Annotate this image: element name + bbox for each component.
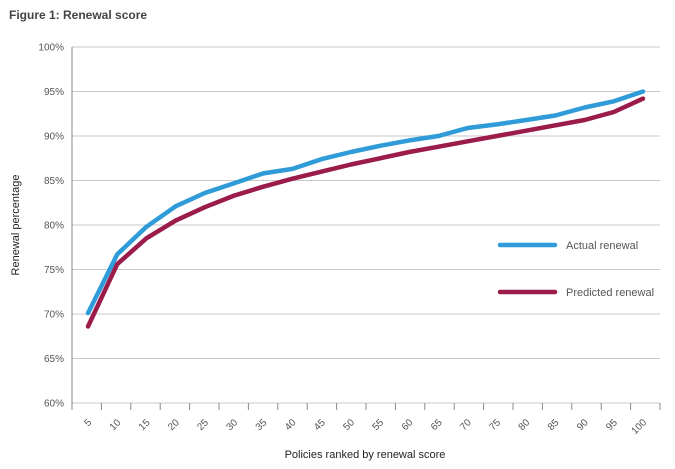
x-tick-label: 45 xyxy=(312,417,328,433)
x-tick-label: 40 xyxy=(283,417,299,433)
series-lines xyxy=(85,89,646,329)
x-tick-label: 55 xyxy=(371,417,387,433)
x-tick-label: 10 xyxy=(108,417,124,433)
x-tick-label: 50 xyxy=(341,417,357,433)
y-tick-label: 85% xyxy=(44,176,64,187)
y-tick-label: 90% xyxy=(44,132,64,143)
x-tick-label: 5 xyxy=(82,417,94,429)
x-tick-label: 75 xyxy=(487,417,503,433)
x-tick-label: 30 xyxy=(225,417,241,433)
x-tick-label: 95 xyxy=(604,417,620,433)
y-tick-label: 60% xyxy=(44,399,64,410)
legend-item-actual-renewal: Actual renewal xyxy=(497,240,638,252)
series-line-actual-renewal xyxy=(85,89,646,316)
x-tick-label: 15 xyxy=(137,417,153,433)
y-tick-label: 80% xyxy=(44,221,64,232)
figure-title: Figure 1: Renewal score xyxy=(9,8,148,22)
x-tick-label: 35 xyxy=(254,417,270,433)
x-tick-label: 20 xyxy=(166,417,182,433)
gridlines xyxy=(72,46,660,404)
y-tick-label: 95% xyxy=(44,87,64,98)
y-tick-label: 75% xyxy=(44,265,64,276)
y-tick-label: 100% xyxy=(38,43,64,54)
y-tick-label: 65% xyxy=(44,354,64,365)
x-tick-label: 90 xyxy=(575,417,591,433)
legend: Actual renewal Predicted renewal xyxy=(497,240,654,299)
x-tick-label: 80 xyxy=(517,417,533,433)
x-tick-label: 65 xyxy=(429,417,445,433)
x-axis-title: Policies ranked by renewal score xyxy=(285,449,446,461)
y-axis-title: Renewal percentage xyxy=(10,175,22,276)
x-tick-label: 85 xyxy=(546,417,562,433)
legend-label: Actual renewal xyxy=(566,240,638,252)
x-tick-label: 60 xyxy=(400,417,416,433)
x-tick-label: 100 xyxy=(630,417,650,437)
y-tick-label: 70% xyxy=(44,310,64,321)
legend-label: Predicted renewal xyxy=(566,287,654,299)
series-line-predicted-renewal xyxy=(85,96,646,329)
x-tick-label: 70 xyxy=(458,417,474,433)
x-tick-label: 25 xyxy=(195,417,211,433)
legend-item-predicted-renewal: Predicted renewal xyxy=(497,287,654,299)
